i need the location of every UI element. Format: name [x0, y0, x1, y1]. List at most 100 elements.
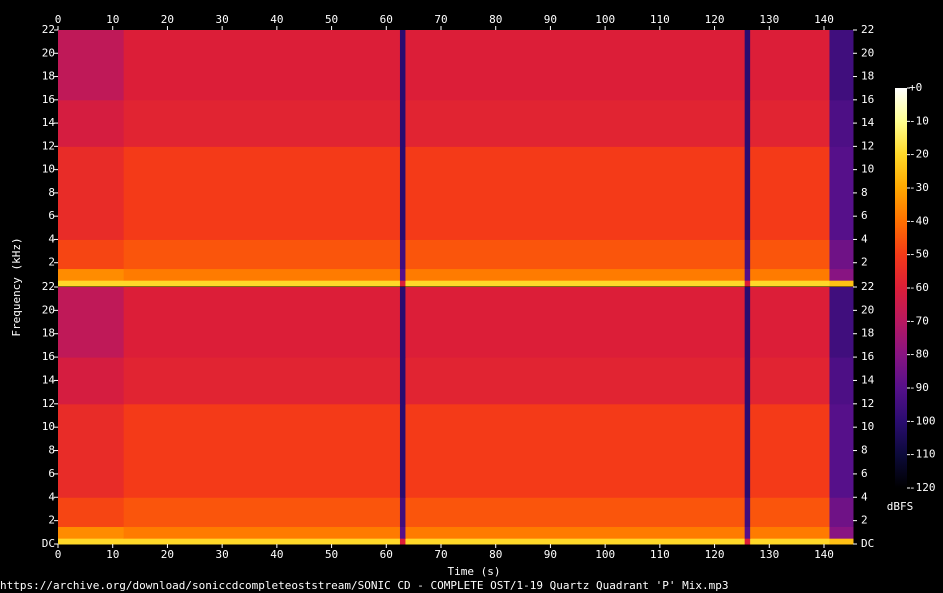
heatmap-cell	[399, 403, 406, 498]
colorbar-label: dBFS	[887, 500, 914, 513]
heatmap-cell	[399, 30, 406, 101]
y-tick-label: 12	[42, 139, 55, 152]
heatmap-cell	[750, 146, 830, 240]
y-tick-label-right: 4	[861, 232, 868, 245]
y-tick-label: 12	[42, 397, 55, 410]
colorbar-tick-label: -20	[909, 148, 929, 161]
colorbar-tick-label: -100	[909, 414, 936, 427]
heatmap-cell	[58, 146, 125, 240]
y-tick-label: 10	[42, 420, 55, 433]
heatmap-cell	[750, 280, 830, 287]
colorbar-tick-label: -80	[909, 348, 929, 361]
heatmap-cell	[123, 280, 401, 287]
y-tick-label-right: 2	[861, 514, 868, 527]
y-tick-label-right: 12	[861, 397, 874, 410]
heatmap-cell	[405, 403, 746, 498]
heatmap-cell	[744, 497, 751, 527]
heatmap-cell	[405, 146, 746, 240]
heatmap-cell	[744, 280, 751, 287]
x-tick-label-top: 140	[814, 13, 834, 26]
y-tick-label: 10	[42, 163, 55, 176]
y-tick-label-right: 8	[861, 444, 868, 457]
heatmap-cell	[829, 526, 854, 539]
x-tick-label-top: 50	[325, 13, 338, 26]
y-tick-label-right: 2	[861, 256, 868, 269]
heatmap-cell	[58, 497, 125, 527]
y-tick-label-right: 6	[861, 209, 868, 222]
y-tick-label: 18	[42, 327, 55, 340]
x-tick-label: 100	[595, 548, 615, 561]
y-tick-label: 16	[42, 350, 55, 363]
colorbar-tick-label: -70	[909, 314, 929, 327]
x-tick-label: 80	[489, 548, 502, 561]
colorbar-tick-label: -30	[909, 181, 929, 194]
y-tick-label-right: 12	[861, 139, 874, 152]
heatmap-cell	[744, 287, 751, 358]
y-tick-label: 4	[48, 232, 55, 245]
heatmap-cell	[123, 99, 401, 147]
heatmap-cell	[399, 99, 406, 147]
heatmap-cell	[405, 497, 746, 527]
heatmap-cell	[123, 497, 401, 527]
y-tick-label: 6	[48, 467, 55, 480]
heatmap-cell	[405, 287, 746, 358]
heatmap-cell	[399, 287, 406, 358]
x-tick-label: 60	[380, 548, 393, 561]
colorbar-tick-label: -120	[909, 481, 936, 494]
heatmap-cell	[123, 30, 401, 101]
heatmap-cell	[750, 497, 830, 527]
heatmap-cell	[123, 268, 401, 281]
x-tick-label: 10	[106, 548, 119, 561]
x-tick-label: 40	[270, 548, 283, 561]
y-tick-label-right: 20	[861, 46, 874, 59]
x-tick-label: 70	[434, 548, 447, 561]
y-tick-label-right: 18	[861, 327, 874, 340]
y-tick-label: 22	[42, 23, 55, 36]
heatmap-cell	[399, 268, 406, 281]
heatmap-cell	[405, 268, 746, 281]
heatmap-cell	[829, 99, 854, 147]
x-tick-label-top: 10	[106, 13, 119, 26]
y-tick-label: 8	[48, 186, 55, 199]
heatmap-cell	[58, 357, 125, 405]
y-tick-label: 20	[42, 303, 55, 316]
y-tick-label: 20	[42, 46, 55, 59]
heatmap-cell	[744, 403, 751, 498]
colorbar-tick-label: -110	[909, 448, 936, 461]
heatmap-cell	[829, 268, 854, 281]
heatmap-cell	[58, 403, 125, 498]
heatmap-cell	[405, 526, 746, 539]
x-tick-label: 110	[650, 548, 670, 561]
heatmap-cell	[58, 268, 125, 281]
x-tick-label-top: 70	[434, 13, 447, 26]
y-tick-label-right: 8	[861, 186, 868, 199]
y-tick-label: 4	[48, 490, 55, 503]
x-tick-label: 120	[705, 548, 725, 561]
x-tick-label-top: 20	[161, 13, 174, 26]
x-tick-label: 90	[544, 548, 557, 561]
y-tick-label: 18	[42, 70, 55, 83]
heatmap-cell	[399, 357, 406, 405]
heatmap-cell	[58, 239, 125, 270]
heatmap-cell	[405, 30, 746, 101]
heatmap-cell	[399, 146, 406, 240]
x-tick-label-top: 0	[55, 13, 62, 26]
heatmap-cell	[744, 99, 751, 147]
heatmap-cell	[829, 30, 854, 101]
y-tick-label-right: 16	[861, 93, 874, 106]
y-tick-label-right: 22	[861, 280, 874, 293]
heatmap-cell	[829, 403, 854, 498]
heatmap-cell	[399, 526, 406, 539]
heatmap-cell	[123, 146, 401, 240]
x-tick-label: 130	[759, 548, 779, 561]
heatmap-cell	[123, 357, 401, 405]
heatmap-cell	[123, 538, 401, 545]
y-tick-label-right: 20	[861, 303, 874, 316]
heatmap-cell	[405, 99, 746, 147]
y-tick-label-right: 4	[861, 490, 868, 503]
x-tick-label-top: 80	[489, 13, 502, 26]
y-tick-label: 14	[42, 373, 56, 386]
y-tick-label: 6	[48, 209, 55, 222]
